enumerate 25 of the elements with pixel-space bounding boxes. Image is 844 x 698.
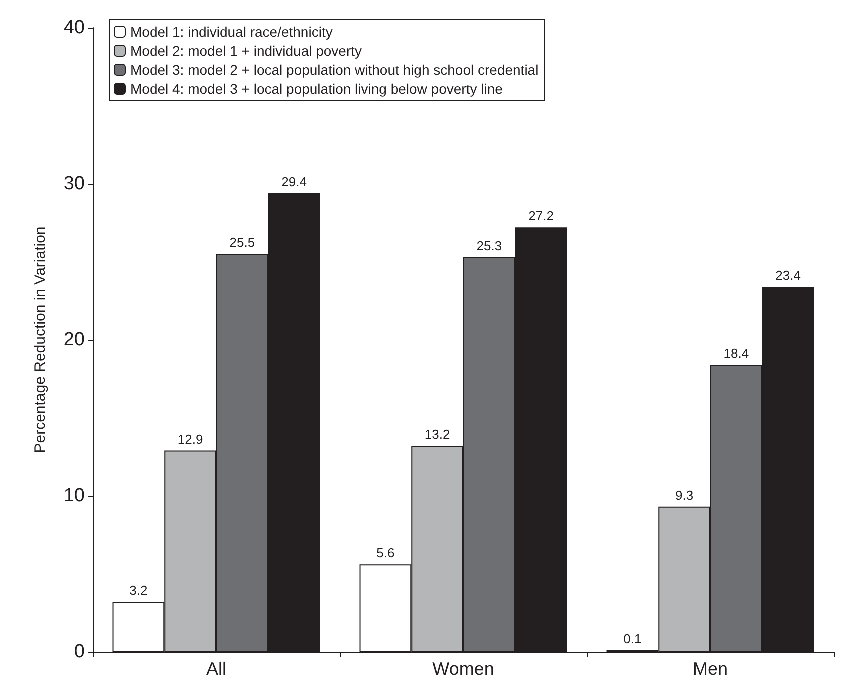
data-label: 18.4 (724, 346, 750, 361)
y-tick-label: 10 (64, 486, 85, 506)
data-label: 9.3 (676, 488, 694, 503)
data-label: 25.5 (230, 235, 256, 250)
data-label: 3.2 (130, 583, 148, 598)
y-tick-label: 30 (64, 174, 85, 194)
data-label: 13.2 (424, 427, 450, 442)
legend-label: Model 2: model 1 + individual poverty (130, 43, 362, 59)
legend-label: Model 3: model 2 + local population without high school credential (130, 62, 539, 78)
y-tick-label: 20 (64, 330, 85, 350)
legend-label: Model 1: individual race/ethnicity (130, 24, 333, 40)
data-label: 12.9 (178, 432, 204, 447)
x-tick-label: All (206, 659, 227, 679)
y-tick-label: 0 (74, 642, 85, 662)
data-label: 0.1 (624, 631, 642, 646)
data-label: 29.4 (282, 174, 307, 190)
legend-label: Model 4: model 3 + local population living below poverty line (130, 81, 504, 97)
x-tick-label: Women (432, 659, 494, 679)
y-axis-title: Percentage Reduction in Variation (32, 226, 49, 454)
data-label: 27.2 (528, 208, 554, 224)
data-label: 23.4 (776, 268, 801, 283)
data-label: 25.3 (476, 238, 502, 254)
data-label: 5.6 (376, 546, 395, 561)
y-tick-label: 40 (64, 18, 85, 38)
x-tick-label: Men (692, 659, 728, 679)
